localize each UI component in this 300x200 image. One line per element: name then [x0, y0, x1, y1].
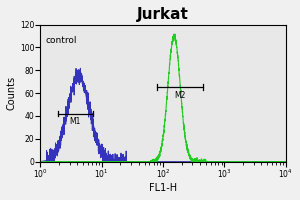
Text: M1: M1 — [69, 117, 81, 126]
Text: control: control — [45, 36, 77, 45]
Title: Jurkat: Jurkat — [137, 7, 189, 22]
Y-axis label: Counts: Counts — [7, 76, 17, 110]
Text: M2: M2 — [174, 91, 186, 100]
X-axis label: FL1-H: FL1-H — [149, 183, 177, 193]
